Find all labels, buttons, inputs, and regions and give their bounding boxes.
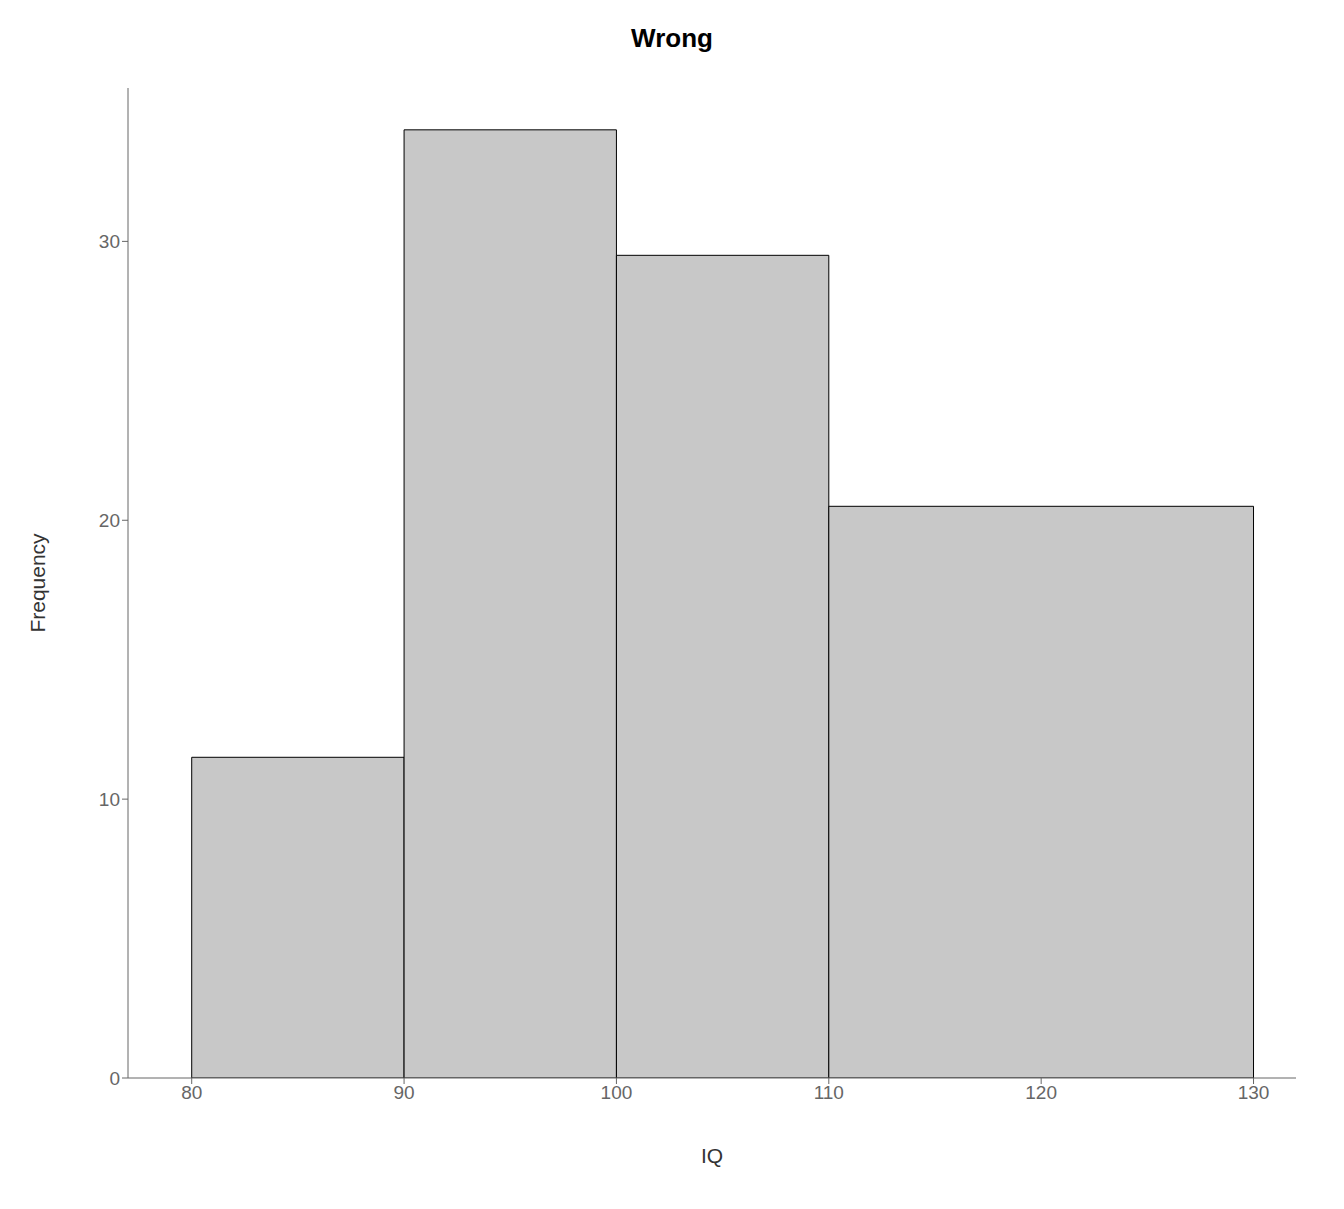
svg-text:90: 90: [394, 1082, 415, 1103]
svg-text:IQ: IQ: [701, 1144, 723, 1167]
svg-text:Frequency: Frequency: [26, 533, 49, 633]
html-text:Wrong: Wrong: [631, 23, 713, 53]
svg-text:20: 20: [99, 510, 120, 531]
svg-text:80: 80: [181, 1082, 202, 1103]
svg-text:130: 130: [1238, 1082, 1270, 1103]
svg-text:10: 10: [99, 789, 120, 810]
svg-text:100: 100: [601, 1082, 633, 1103]
svg-text:0: 0: [109, 1068, 120, 1089]
svg-text:30: 30: [99, 231, 120, 252]
svg-text:110: 110: [814, 1082, 844, 1103]
svg-text:120: 120: [1025, 1082, 1057, 1103]
